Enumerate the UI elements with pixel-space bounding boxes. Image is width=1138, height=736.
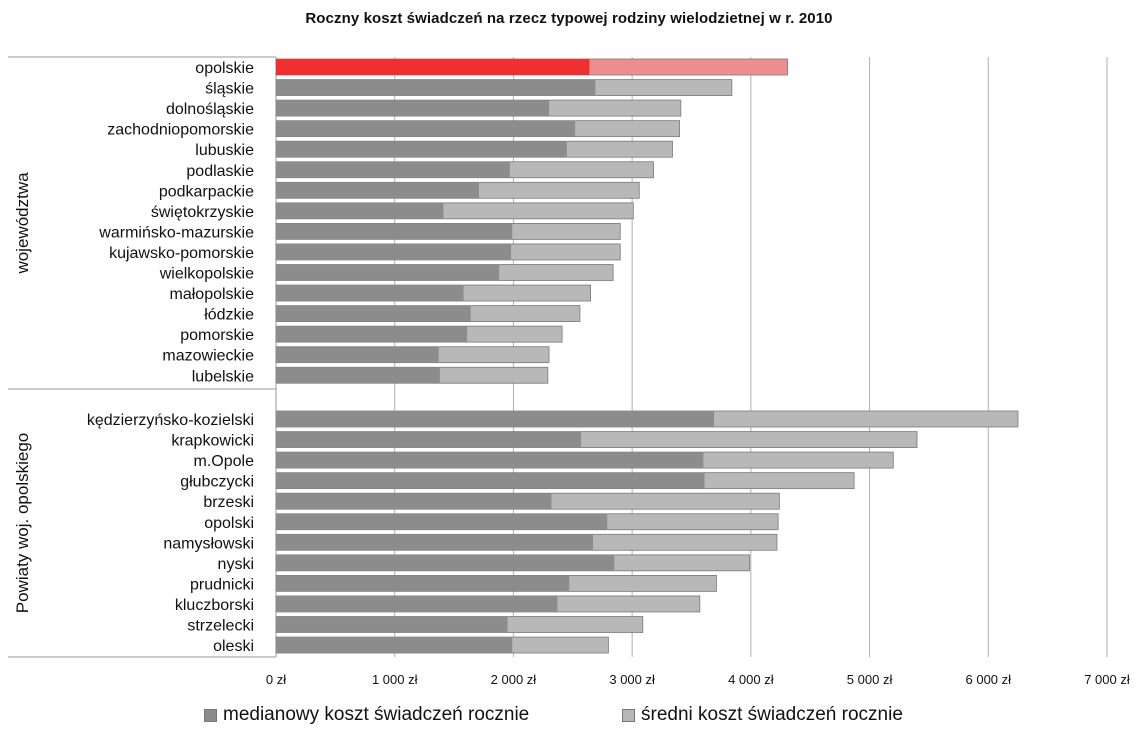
x-tick-label: 1 000 zł — [372, 672, 418, 687]
x-tick-label: 0 zł — [266, 672, 286, 687]
category-label: małopolskie — [170, 286, 255, 303]
category-label: strzelecki — [187, 618, 254, 635]
bar-median — [276, 264, 500, 281]
legend-swatch-median — [204, 708, 217, 722]
group-label: województwa — [13, 172, 32, 275]
bar-median — [276, 452, 704, 469]
legend-label-mean: średni koszt świadczeń rocznie — [641, 704, 903, 725]
category-label: kędzierzyńsko-kozielski — [87, 412, 254, 429]
category-label: prudnicki — [190, 576, 254, 593]
bar-median — [276, 575, 570, 592]
category-label: łódzkie — [204, 307, 254, 324]
bar-median — [276, 637, 513, 654]
category-label: mazowieckie — [162, 348, 254, 365]
category-label: brzeski — [203, 494, 254, 511]
bar-median — [276, 141, 567, 158]
category-label: podlaskie — [186, 163, 254, 180]
bar-median — [276, 534, 593, 551]
legend-label-median: medianowy koszt świadczeń rocznie — [223, 704, 530, 725]
group-label: Powiaty woj. opolskiego — [13, 433, 32, 613]
legend-item-median: medianowy koszt świadczeń rocznie — [204, 704, 529, 726]
x-tick-label: 4 000 zł — [728, 672, 774, 687]
x-tick-label: 2 000 zł — [491, 672, 537, 687]
category-label: namysłowski — [163, 535, 254, 552]
category-label: podkarpackie — [159, 183, 254, 200]
category-label: lubuskie — [195, 142, 254, 159]
bar-median — [276, 411, 715, 427]
bars — [275, 58, 1019, 654]
bar-median — [276, 326, 468, 343]
category-label: krapkowicki — [171, 433, 254, 450]
bar-median — [276, 182, 480, 199]
group-labels: województwa Powiaty woj. opolskiego — [13, 172, 32, 613]
legend: medianowy koszt świadczeń rocznie średni… — [0, 704, 1138, 734]
legend-swatch-mean — [622, 708, 635, 722]
bar-median — [276, 367, 440, 384]
bar-median — [276, 120, 576, 137]
bar-median — [276, 100, 550, 117]
category-label: śląskie — [205, 81, 254, 98]
category-label: nyski — [218, 556, 254, 573]
category-label: zachodniopomorskie — [107, 122, 254, 139]
category-labels: opolskie śląskie dolnośląskie zachodniopomo… — [87, 60, 254, 655]
bar-median — [276, 243, 512, 260]
category-label: lubelskie — [192, 368, 254, 385]
x-axis-tick-labels: 0 zł 1 000 zł 2 000 zł 3 000 zł 4 000 zł 5 00… — [266, 672, 1130, 687]
x-tick-label: 6 000 zł — [966, 672, 1012, 687]
bar-chart: opolskie śląskie dolnośląskie zachodniopomo… — [8, 56, 1130, 687]
legend-item-mean: średni koszt świadczeń rocznie — [622, 704, 903, 726]
bar-median — [276, 513, 608, 530]
category-label: świętokrzyskie — [151, 204, 254, 221]
category-label: m.Opole — [194, 453, 255, 470]
x-tick-label: 7 000 zł — [1084, 672, 1130, 687]
bar-median — [276, 305, 471, 322]
category-label: opolskie — [195, 60, 254, 77]
x-tick-label: 3 000 zł — [609, 672, 655, 687]
x-tick-label: 5 000 zł — [847, 672, 893, 687]
bar-median — [276, 161, 510, 178]
category-label: głubczycki — [180, 474, 254, 491]
bar-median — [276, 223, 513, 240]
category-label: kluczborski — [175, 597, 254, 614]
bar-median — [276, 431, 582, 448]
category-label: pomorskie — [180, 327, 254, 344]
bar-median — [276, 554, 615, 571]
bar-median — [276, 59, 590, 75]
bar-median — [276, 493, 552, 510]
bar-median — [276, 79, 596, 96]
category-label: kujawsko-pomorskie — [109, 245, 254, 262]
bar-median — [276, 595, 558, 612]
category-label: wielkopolskie — [159, 266, 254, 283]
chart-title: Roczny koszt świadczeń na rzecz typowej … — [305, 10, 833, 27]
category-label: oleski — [213, 638, 254, 655]
bar-median — [276, 346, 439, 363]
bar-median — [276, 285, 464, 302]
category-label: opolski — [204, 515, 254, 532]
bar-median — [276, 616, 508, 633]
category-label: warmińsko-mazurskie — [98, 224, 254, 241]
bar-median — [276, 472, 705, 489]
category-label: dolnośląskie — [166, 101, 254, 118]
bar-median — [276, 202, 444, 219]
